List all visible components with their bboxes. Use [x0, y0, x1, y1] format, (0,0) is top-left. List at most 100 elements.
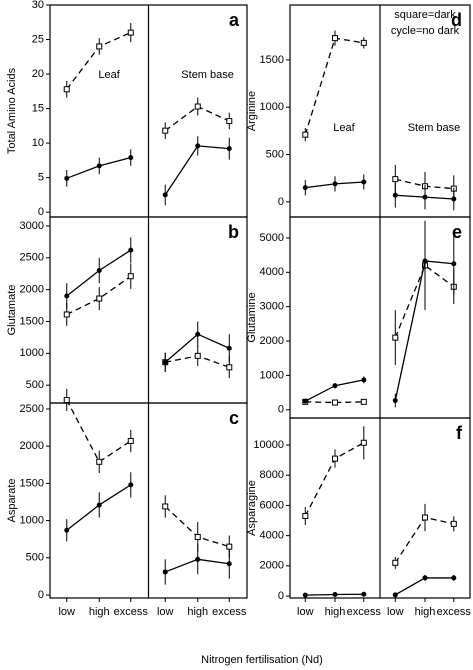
y-tick-label: 0	[38, 206, 44, 218]
marker	[63, 397, 70, 404]
marker	[194, 103, 201, 110]
marker	[451, 196, 457, 202]
marker	[226, 543, 233, 550]
marker	[162, 503, 169, 510]
y-tick-label: 1500	[260, 54, 284, 66]
y-tick-label: 10000	[253, 439, 284, 451]
marker	[96, 502, 102, 508]
marker	[64, 293, 70, 299]
legend-text: cycle=no dark	[391, 25, 460, 37]
marker	[194, 533, 201, 540]
marker	[332, 383, 338, 389]
x-tick-label: high	[187, 606, 208, 618]
x-tick-label: high	[89, 606, 110, 618]
y-tick-label: 2000	[260, 560, 284, 572]
marker	[63, 311, 70, 318]
x-tick-label: low	[297, 606, 314, 618]
y-tick-label: 2000	[20, 284, 44, 296]
marker	[451, 575, 457, 581]
marker	[332, 181, 338, 187]
marker	[392, 592, 398, 598]
marker	[422, 194, 428, 200]
y-tick-label: 15	[32, 102, 44, 114]
legend-text: square=dark	[394, 9, 456, 21]
y-axis-label: Asparagine	[246, 480, 258, 536]
y-axis-label: Glutamate	[6, 285, 18, 336]
marker	[360, 398, 367, 405]
marker	[96, 268, 102, 274]
panel-letter: c	[229, 408, 239, 428]
panel-letter: a	[229, 10, 240, 30]
series-line	[304, 37, 364, 135]
marker	[422, 514, 428, 521]
y-tick-label: 1000	[260, 101, 284, 113]
y-tick-label: 3000	[20, 220, 44, 232]
y-tick-label: 2000	[20, 440, 44, 452]
series-line	[66, 399, 132, 463]
marker	[360, 439, 367, 446]
marker	[302, 131, 309, 138]
marker	[302, 513, 309, 520]
marker	[392, 192, 398, 198]
y-tick-label: 3000	[260, 301, 284, 313]
marker	[96, 295, 103, 302]
series-line	[66, 275, 132, 316]
y-tick-label: 500	[26, 379, 44, 391]
marker	[127, 29, 134, 36]
marker	[63, 86, 70, 93]
y-tick-label: 0	[278, 590, 284, 602]
marker	[450, 520, 457, 527]
marker	[302, 185, 308, 191]
marker	[302, 592, 308, 598]
x-tick-label: high	[325, 606, 346, 618]
marker	[226, 146, 232, 152]
x-tick-label: low	[58, 606, 75, 618]
marker	[162, 192, 168, 198]
marker	[162, 359, 168, 365]
marker	[392, 397, 398, 403]
marker	[162, 569, 168, 575]
x-axis-label: Nitrogen fertilisation (Nd)	[201, 654, 323, 666]
y-axis-label: Arginine	[246, 91, 258, 131]
y-axis-label: Asparate	[6, 478, 18, 522]
marker	[332, 592, 338, 598]
x-tick-label: excess	[437, 606, 472, 618]
y-tick-label: 1000	[20, 515, 44, 527]
x-tick-label: low	[387, 606, 404, 618]
marker	[226, 364, 233, 371]
marker	[226, 118, 233, 125]
marker	[332, 455, 338, 462]
y-tick-label: 10	[32, 137, 44, 149]
marker	[128, 155, 134, 161]
marker	[360, 39, 367, 46]
marker	[96, 163, 102, 169]
marker	[128, 247, 134, 253]
y-tick-label: 2500	[20, 252, 44, 264]
y-tick-label: 8000	[260, 469, 284, 481]
x-tick-label: excess	[347, 606, 382, 618]
y-tick-label: 2500	[20, 403, 44, 415]
marker	[128, 482, 134, 488]
marker	[361, 179, 367, 185]
y-tick-label: 2000	[260, 335, 284, 347]
marker	[302, 398, 308, 404]
y-tick-label: 4000	[260, 266, 284, 278]
marker	[226, 561, 232, 567]
x-tick-label: excess	[212, 606, 247, 618]
marker	[422, 258, 428, 264]
marker	[392, 559, 399, 566]
panel-letter: d	[451, 10, 462, 30]
y-tick-label: 4000	[260, 530, 284, 542]
panel-letter: e	[452, 222, 462, 242]
marker	[451, 261, 457, 267]
marker	[162, 127, 169, 134]
marker	[332, 399, 338, 406]
marker	[392, 334, 399, 341]
marker	[332, 35, 338, 42]
marker	[194, 352, 201, 359]
panel-letter: b	[228, 222, 239, 242]
y-tick-label: 5	[38, 172, 44, 184]
y-tick-label: 1000	[260, 369, 284, 381]
x-tick-label: excess	[114, 606, 149, 618]
